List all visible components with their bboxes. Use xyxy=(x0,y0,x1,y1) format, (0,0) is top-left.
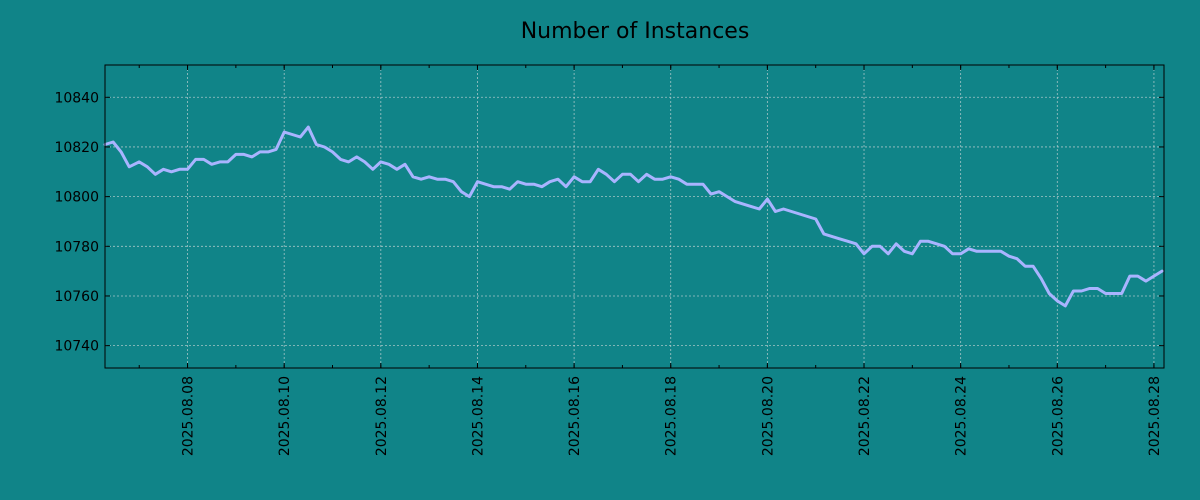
x-tick-label: 2025.08.26 xyxy=(1050,376,1066,456)
y-tick-label: 10840 xyxy=(54,90,99,106)
x-tick-label: 2025.08.28 xyxy=(1147,376,1163,456)
x-tick-label: 2025.08.08 xyxy=(181,376,197,456)
y-tick-label: 10760 xyxy=(54,289,99,305)
x-tick-label: 2025.08.22 xyxy=(857,376,873,456)
chart-title: Number of Instances xyxy=(521,19,750,44)
x-tick-label: 2025.08.16 xyxy=(567,376,583,456)
x-tick-label: 2025.08.14 xyxy=(470,376,486,456)
x-tick-label: 2025.08.24 xyxy=(954,376,970,456)
x-tick-label: 2025.08.20 xyxy=(760,376,776,456)
x-axis: 2025.08.08 2025.08.10 2025.08.12 2025.08.14… xyxy=(138,65,1163,456)
grid xyxy=(105,65,1164,368)
x-tick-label: 2025.08.10 xyxy=(277,376,293,456)
y-tick-label: 10820 xyxy=(54,140,99,156)
y-tick-label: 10740 xyxy=(54,339,99,355)
x-tick-label: 2025.08.12 xyxy=(374,376,390,456)
plot-area-frame xyxy=(104,64,1165,369)
y-tick-label: 10780 xyxy=(54,239,99,255)
series-line xyxy=(103,125,1164,308)
y-axis: 10740 10760 10780 10800 10820 10840 xyxy=(54,90,1164,355)
y-tick-label: 10800 xyxy=(54,190,99,206)
x-tick-label: 2025.08.18 xyxy=(664,376,680,456)
